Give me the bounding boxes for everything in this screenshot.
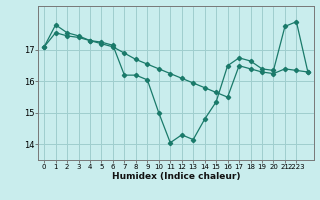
X-axis label: Humidex (Indice chaleur): Humidex (Indice chaleur) [112,172,240,181]
